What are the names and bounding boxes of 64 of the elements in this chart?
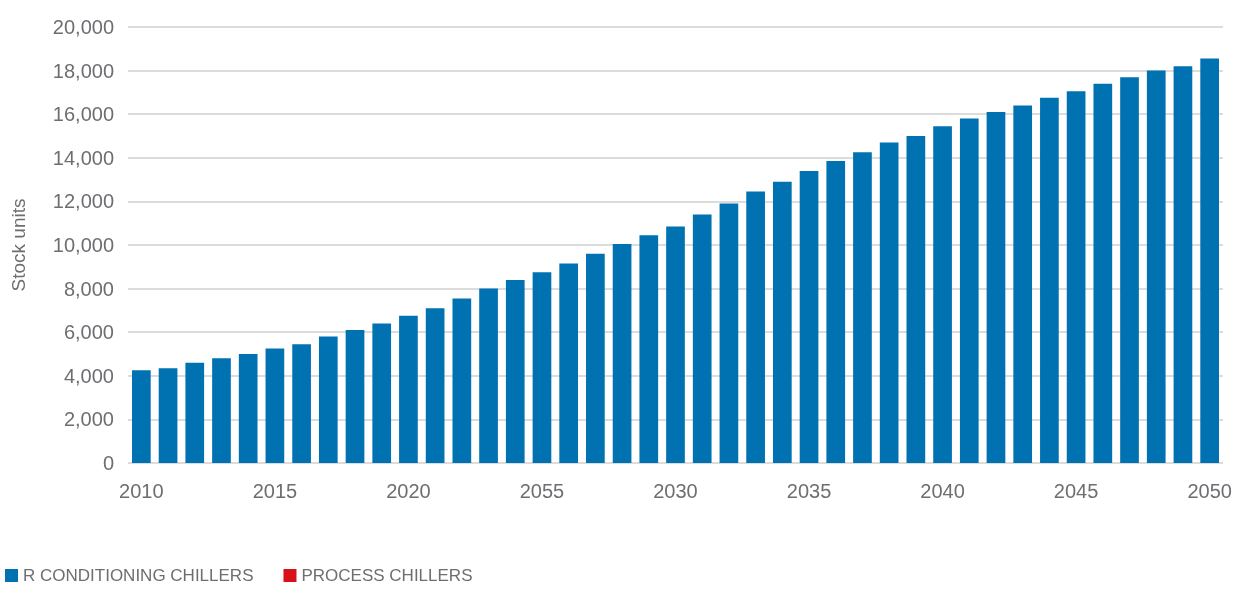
x-tick-label: 2015 bbox=[252, 480, 298, 502]
bar bbox=[612, 243, 632, 463]
y-tick-label: 12,000 bbox=[52, 190, 114, 213]
bar bbox=[1200, 58, 1219, 463]
bar bbox=[479, 288, 498, 463]
bar bbox=[1120, 77, 1139, 463]
bar bbox=[959, 118, 979, 463]
bar bbox=[1013, 105, 1033, 463]
bar bbox=[1066, 91, 1086, 463]
bar bbox=[265, 348, 285, 463]
bar bbox=[772, 181, 792, 463]
y-tick-label: 16,000 bbox=[52, 103, 114, 126]
bar bbox=[986, 112, 1006, 463]
bar bbox=[799, 170, 819, 463]
bar bbox=[826, 161, 846, 463]
y-tick-label: 20,000 bbox=[52, 16, 114, 38]
bar bbox=[906, 136, 926, 463]
x-tick-label: 2035 bbox=[786, 480, 832, 502]
y-tick-label: 6,000 bbox=[63, 321, 114, 344]
bar bbox=[318, 336, 338, 463]
x-tick-label: 2055 bbox=[519, 480, 565, 502]
bar bbox=[559, 263, 579, 463]
bar bbox=[1040, 97, 1059, 463]
y-tick-label: 10,000 bbox=[52, 234, 114, 256]
bar bbox=[158, 368, 178, 463]
x-tick-label: 2040 bbox=[920, 480, 965, 502]
bar bbox=[1173, 66, 1193, 463]
y-tick-label: 0 bbox=[102, 452, 114, 474]
bar bbox=[425, 308, 445, 463]
bar bbox=[132, 370, 151, 463]
bar bbox=[586, 253, 605, 463]
bar bbox=[292, 344, 311, 463]
x-tick-label: 2020 bbox=[386, 480, 431, 502]
y-tick-label: 2,000 bbox=[63, 408, 114, 431]
bar bbox=[372, 323, 392, 463]
x-tick-label: 2045 bbox=[1053, 480, 1099, 502]
bar bbox=[238, 354, 258, 463]
bar bbox=[532, 272, 552, 463]
legend-label: R CONDITIONING CHILLERS bbox=[23, 566, 254, 585]
y-tick-label: 14,000 bbox=[52, 146, 114, 169]
bar bbox=[853, 152, 872, 463]
bar bbox=[719, 203, 739, 463]
x-tick-label: 2010 bbox=[119, 480, 164, 502]
bar bbox=[399, 315, 418, 463]
bar bbox=[746, 191, 765, 463]
bar bbox=[639, 235, 659, 463]
bar bbox=[692, 214, 712, 463]
bar bbox=[212, 358, 231, 463]
x-tick-label: 2050 bbox=[1187, 480, 1232, 502]
bar bbox=[452, 298, 472, 463]
bar bbox=[1093, 83, 1113, 463]
y-tick-label: 4,000 bbox=[63, 364, 114, 387]
bar bbox=[879, 142, 899, 463]
y-tick-label: 18,000 bbox=[52, 59, 114, 82]
bar bbox=[345, 330, 365, 463]
y-axis-title: Stock units bbox=[8, 198, 29, 292]
bar bbox=[505, 279, 525, 463]
y-tick-label: 8,000 bbox=[63, 277, 114, 300]
bar bbox=[933, 126, 952, 463]
x-tick-label: 2030 bbox=[653, 480, 698, 502]
bar bbox=[666, 226, 685, 463]
legend-label: PROCESS CHILLERS bbox=[301, 566, 473, 585]
bar bbox=[1146, 70, 1166, 463]
bar bbox=[185, 362, 205, 463]
